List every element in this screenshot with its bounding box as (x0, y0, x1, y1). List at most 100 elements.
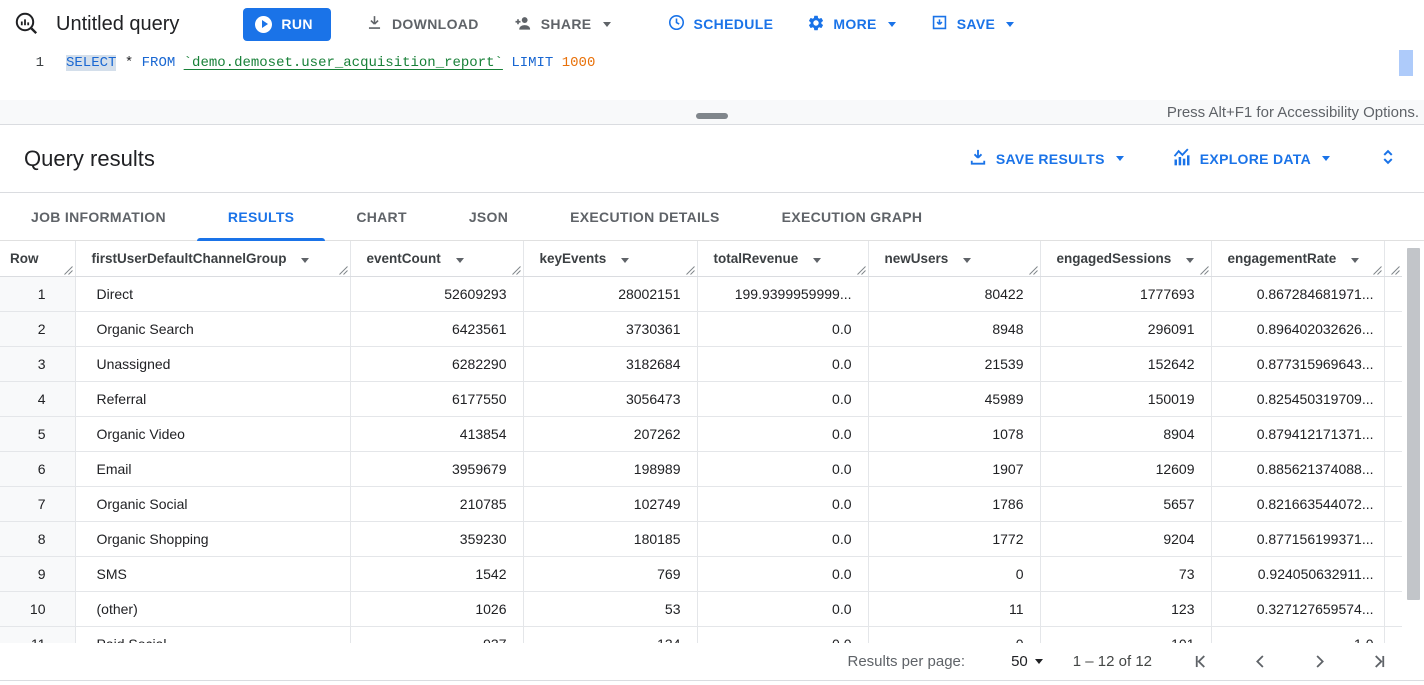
spacer-cell (1384, 626, 1402, 643)
data-cell: 0.0 (697, 311, 869, 347)
more-button-label: MORE (833, 16, 877, 32)
data-cell: 1777693 (1040, 276, 1212, 312)
data-cell: 80422 (868, 276, 1041, 312)
row-index-cell: 9 (0, 556, 76, 592)
tab-execution-details[interactable]: EXECUTION DETAILS (539, 193, 751, 240)
data-cell: 45989 (868, 381, 1041, 417)
column-menu-icon[interactable] (1186, 257, 1195, 263)
first-page-icon (1192, 655, 1211, 674)
column-menu-icon[interactable] (301, 257, 310, 263)
more-button[interactable]: MORE (807, 14, 896, 35)
save-results-button[interactable]: SAVE RESULTS (968, 147, 1124, 170)
column-label: newUsers (884, 250, 949, 266)
column-resize-handle[interactable] (511, 265, 521, 275)
data-cell: 1907 (868, 451, 1041, 487)
results-table: Row firstUserDefaultChannelGroup eventCo… (0, 241, 1402, 643)
column-label: totalRevenue (713, 250, 799, 266)
last-page-button[interactable] (1369, 652, 1388, 671)
editor-scrollbar-thumb[interactable] (1399, 50, 1413, 76)
column-header-spacer (1384, 241, 1402, 277)
data-cell: 5657 (1040, 486, 1212, 522)
column-header-first-user-default-channel-group[interactable]: firstUserDefaultChannelGroup (75, 241, 351, 277)
sql-editor[interactable]: 1 SELECT * FROM `demo.demoset.user_acqui… (0, 48, 1424, 100)
data-cell: Organic Video (75, 416, 351, 452)
data-cell: 207262 (523, 416, 698, 452)
column-resize-handle[interactable] (1372, 265, 1382, 275)
data-cell: Organic Search (75, 311, 351, 347)
query-title[interactable]: Untitled query (56, 12, 180, 35)
editor-line-number: 1 (35, 55, 44, 71)
column-header-engagement-rate[interactable]: engagementRate (1211, 241, 1385, 277)
query-results-header: Query results SAVE RESULTS (0, 125, 1424, 193)
sql-star: * (124, 55, 134, 71)
schedule-button[interactable]: SCHEDULE (667, 13, 774, 35)
column-menu-icon[interactable] (455, 257, 464, 263)
table-row: 6 Email 3959679 198989 0.0 1907 12609 0.8856213… (0, 451, 1402, 487)
row-index-cell: 3 (0, 346, 76, 382)
table-scrollbar[interactable] (1402, 241, 1424, 643)
row-index-cell: 6 (0, 451, 76, 487)
tab-job-information[interactable]: JOB INFORMATION (0, 193, 197, 240)
table-row: 9 SMS 1542 769 0.0 0 73 0.924050632911... (0, 556, 1402, 592)
previous-page-button[interactable] (1251, 652, 1270, 671)
share-button[interactable]: SHARE (513, 13, 611, 36)
column-resize-handle[interactable] (338, 265, 348, 275)
tab-execution-graph[interactable]: EXECUTION GRAPH (751, 193, 954, 240)
next-page-button[interactable] (1310, 652, 1329, 671)
data-cell: 0 (868, 556, 1041, 592)
tab-chart[interactable]: CHART (325, 193, 438, 240)
save-button[interactable]: SAVE (930, 13, 1015, 35)
sql-code-line[interactable]: SELECT * FROM `demo.demoset.user_acquisi… (66, 48, 595, 100)
table-row: 2 Organic Search 6423561 3730361 0.0 8948 2960… (0, 311, 1402, 347)
column-header-event-count[interactable]: eventCount (350, 241, 524, 277)
data-cell: 0.877315969643... (1211, 346, 1385, 382)
tab-json[interactable]: JSON (438, 193, 539, 240)
column-resize-handle[interactable] (1199, 265, 1209, 275)
query-toolbar: Untitled query RUN DOWNLOAD SHARE (0, 0, 1424, 48)
column-menu-icon[interactable] (621, 257, 630, 263)
column-menu-icon[interactable] (1351, 257, 1360, 263)
download-button[interactable]: DOWNLOAD (365, 13, 479, 35)
column-header-key-events[interactable]: keyEvents (523, 241, 698, 277)
column-header-new-users[interactable]: newUsers (868, 241, 1041, 277)
column-menu-icon[interactable] (963, 257, 972, 263)
expand-collapse-button[interactable] (1376, 145, 1400, 172)
column-menu-icon[interactable] (813, 257, 822, 263)
column-resize-handle[interactable] (685, 265, 695, 275)
data-cell: Email (75, 451, 351, 487)
page-size-value: 50 (1011, 653, 1028, 670)
row-index-cell: 4 (0, 381, 76, 417)
spacer-cell (1384, 486, 1402, 522)
data-cell: 6282290 (350, 346, 524, 382)
data-cell: 150019 (1040, 381, 1212, 417)
column-header-row[interactable]: Row (0, 241, 76, 277)
splitter-drag-handle[interactable] (696, 113, 728, 119)
explore-data-button[interactable]: EXPLORE DATA (1172, 147, 1330, 170)
data-cell: 0.924050632911... (1211, 556, 1385, 592)
run-button[interactable]: RUN (243, 7, 331, 41)
data-cell: Referral (75, 381, 351, 417)
column-resize-handle[interactable] (1391, 265, 1400, 275)
column-label: eventCount (366, 250, 441, 266)
chevron-down-icon (1006, 21, 1015, 27)
first-page-button[interactable] (1192, 652, 1211, 671)
column-header-total-revenue[interactable]: totalRevenue (697, 241, 869, 277)
tab-results[interactable]: RESULTS (196, 193, 326, 241)
column-resize-handle[interactable] (856, 265, 866, 275)
sql-table-link[interactable]: `demo.demoset.user_acquisition_report` (183, 55, 503, 71)
data-cell: 152642 (1040, 346, 1212, 382)
table-row: 1 Direct 52609293 28002151 199.9399959999...… (0, 276, 1402, 312)
table-scrollbar-thumb[interactable] (1407, 248, 1420, 600)
data-cell: 0.0 (697, 556, 869, 592)
column-header-engaged-sessions[interactable]: engagedSessions (1040, 241, 1212, 277)
data-cell: 937 (350, 626, 524, 643)
column-resize-handle[interactable] (63, 265, 73, 275)
spacer-cell (1384, 416, 1402, 452)
unfold-icon (1378, 149, 1398, 170)
data-cell: 1542 (350, 556, 524, 592)
data-cell: 73 (1040, 556, 1212, 592)
data-cell: 0.825450319709... (1211, 381, 1385, 417)
page-size-select[interactable]: 50 (1011, 653, 1043, 670)
data-cell: 8904 (1040, 416, 1212, 452)
column-resize-handle[interactable] (1028, 265, 1038, 275)
